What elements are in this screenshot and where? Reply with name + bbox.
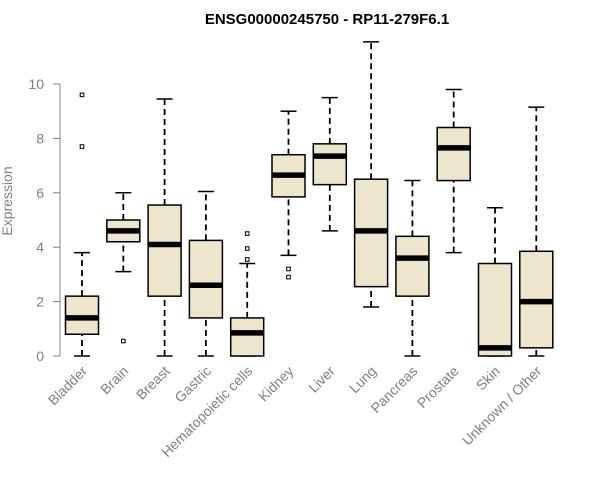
iqr-box (188, 239, 224, 319)
iqr-box (395, 235, 430, 297)
x-tick-label: Skin (473, 363, 504, 394)
box-prostate (436, 88, 471, 254)
y-axis-ticks: 0 2 4 6 8 10 (28, 76, 60, 364)
x-tick-label: Kidney (255, 363, 297, 405)
box-hematopoietic-cells (229, 231, 265, 357)
box-liver (312, 96, 348, 232)
x-tick-label: Liver (305, 363, 338, 396)
box-breast (147, 98, 182, 357)
y-tick-label: 2 (36, 294, 44, 310)
y-tick-label: 6 (36, 185, 44, 201)
box-brain (106, 192, 141, 344)
iqr-box (477, 262, 513, 357)
y-axis-label: Expression (0, 166, 15, 235)
outlier-point (79, 92, 85, 98)
outlier-point (79, 144, 85, 149)
iqr-box (312, 143, 348, 186)
x-tick-label: Brain (97, 363, 131, 397)
box-lung (353, 41, 389, 308)
y-tick-label: 4 (36, 239, 44, 255)
chart-title: ENSG00000245750 - RP11-279F6.1 (205, 11, 449, 28)
box-kidney (271, 110, 306, 280)
outlier-point (286, 274, 291, 280)
outlier-point (244, 246, 250, 251)
box-pancreas (395, 179, 430, 357)
iqr-box (436, 126, 471, 182)
x-tick-label: Lung (346, 363, 379, 396)
x-tick-label: Bladder (45, 363, 91, 409)
box-unknown-other (519, 106, 554, 357)
outlier-point (286, 266, 291, 272)
y-tick-label: 8 (36, 130, 44, 146)
box-gastric (188, 190, 224, 357)
outlier-point (244, 231, 250, 236)
x-tick-label: Breast (133, 363, 173, 403)
outlier-point (244, 257, 250, 262)
x-tick-label: Prostate (414, 363, 462, 411)
box-bladder (64, 92, 100, 357)
box-skin (477, 207, 513, 357)
outlier-point (121, 338, 126, 344)
y-tick-label: 0 (36, 348, 44, 364)
iqr-box (229, 317, 265, 357)
box-series (64, 41, 554, 357)
iqr-box (147, 204, 182, 297)
y-tick-label: 10 (28, 76, 44, 92)
